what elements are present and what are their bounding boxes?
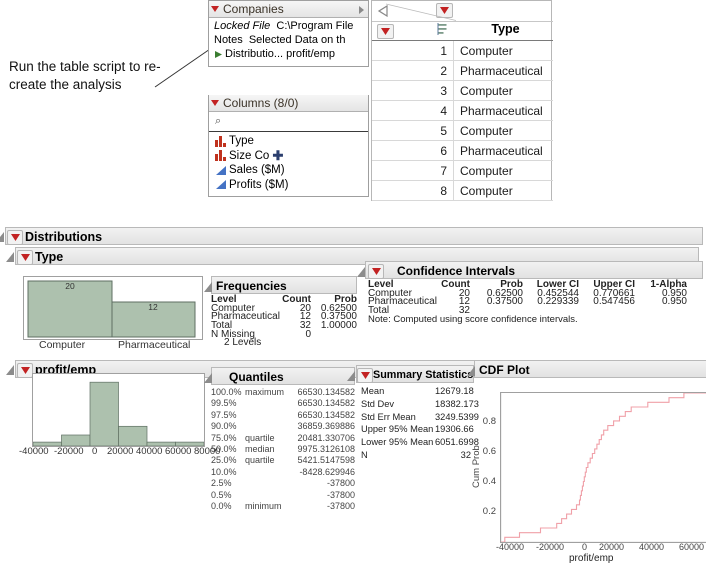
svg-text:20: 20 — [65, 281, 75, 291]
svg-text:12: 12 — [148, 302, 158, 312]
